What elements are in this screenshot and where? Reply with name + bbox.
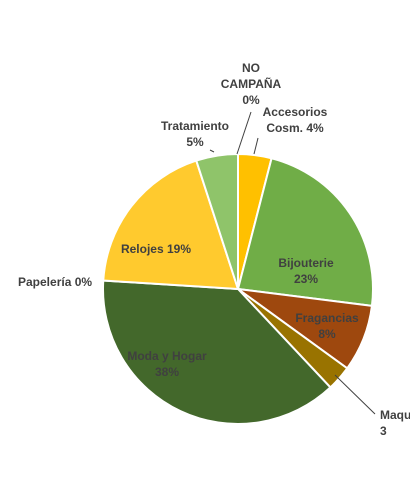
- data-label-line: Tratamiento: [161, 119, 229, 133]
- data-label-maquillaje: Maqu 3: [380, 408, 410, 438]
- data-label-line: 8%: [318, 327, 336, 341]
- data-label-line: Relojes 19%: [121, 242, 191, 256]
- data-label-tratamiento: Tratamiento 5%: [161, 119, 229, 149]
- leader-line-no-campana: [236, 111, 252, 155]
- pie-slice-tratamiento: [195, 152, 239, 290]
- data-labels-layer: NO CAMPAÑA 0%Accesorios Cosm. 4% Bijouterie 2…: [18, 61, 410, 438]
- data-label-line: Bijouterie: [278, 256, 334, 270]
- data-label-accesorios-cosm: Accesorios Cosm. 4%: [263, 105, 328, 135]
- pie-slice-bijouterie: [236, 157, 374, 308]
- leader-lines-layer: [209, 111, 376, 415]
- data-label-line: 3: [380, 424, 387, 438]
- data-label-line: Cosm. 4%: [266, 121, 324, 135]
- data-label-relojes: Relojes 19%: [121, 242, 191, 256]
- data-label-line: Maqu: [380, 408, 410, 422]
- pie-slice-moda-y-hogar: [102, 279, 332, 425]
- data-label-line: NO: [242, 61, 260, 75]
- data-label-no-campana: NO CAMPAÑA 0%: [221, 61, 282, 107]
- data-label-line: 38%: [155, 365, 179, 379]
- data-label-line: Papelería 0%: [18, 275, 92, 289]
- data-label-fragancias: Fragancias 8%: [295, 311, 359, 341]
- data-label-line: 23%: [294, 272, 318, 286]
- leader-line-accesorios-cosm: [253, 137, 259, 155]
- pie-slice-relojes: [102, 159, 240, 291]
- data-label-moda-y-hogar: Moda y Hogar 38%: [127, 349, 207, 379]
- data-label-line: Fragancias: [295, 311, 359, 325]
- data-label-line: Moda y Hogar: [127, 349, 207, 363]
- slices-layer: [102, 152, 374, 425]
- data-label-line: Accesorios: [263, 105, 328, 119]
- leader-line-tratamiento: [209, 149, 215, 153]
- data-label-line: 0%: [242, 93, 260, 107]
- data-label-bijouterie: Bijouterie 23%: [278, 256, 334, 286]
- data-label-papeleria: Papelería 0%: [18, 275, 92, 289]
- data-label-line: 5%: [186, 135, 204, 149]
- leader-line-maquillaje: [334, 374, 376, 415]
- data-label-line: CAMPAÑA: [221, 76, 282, 91]
